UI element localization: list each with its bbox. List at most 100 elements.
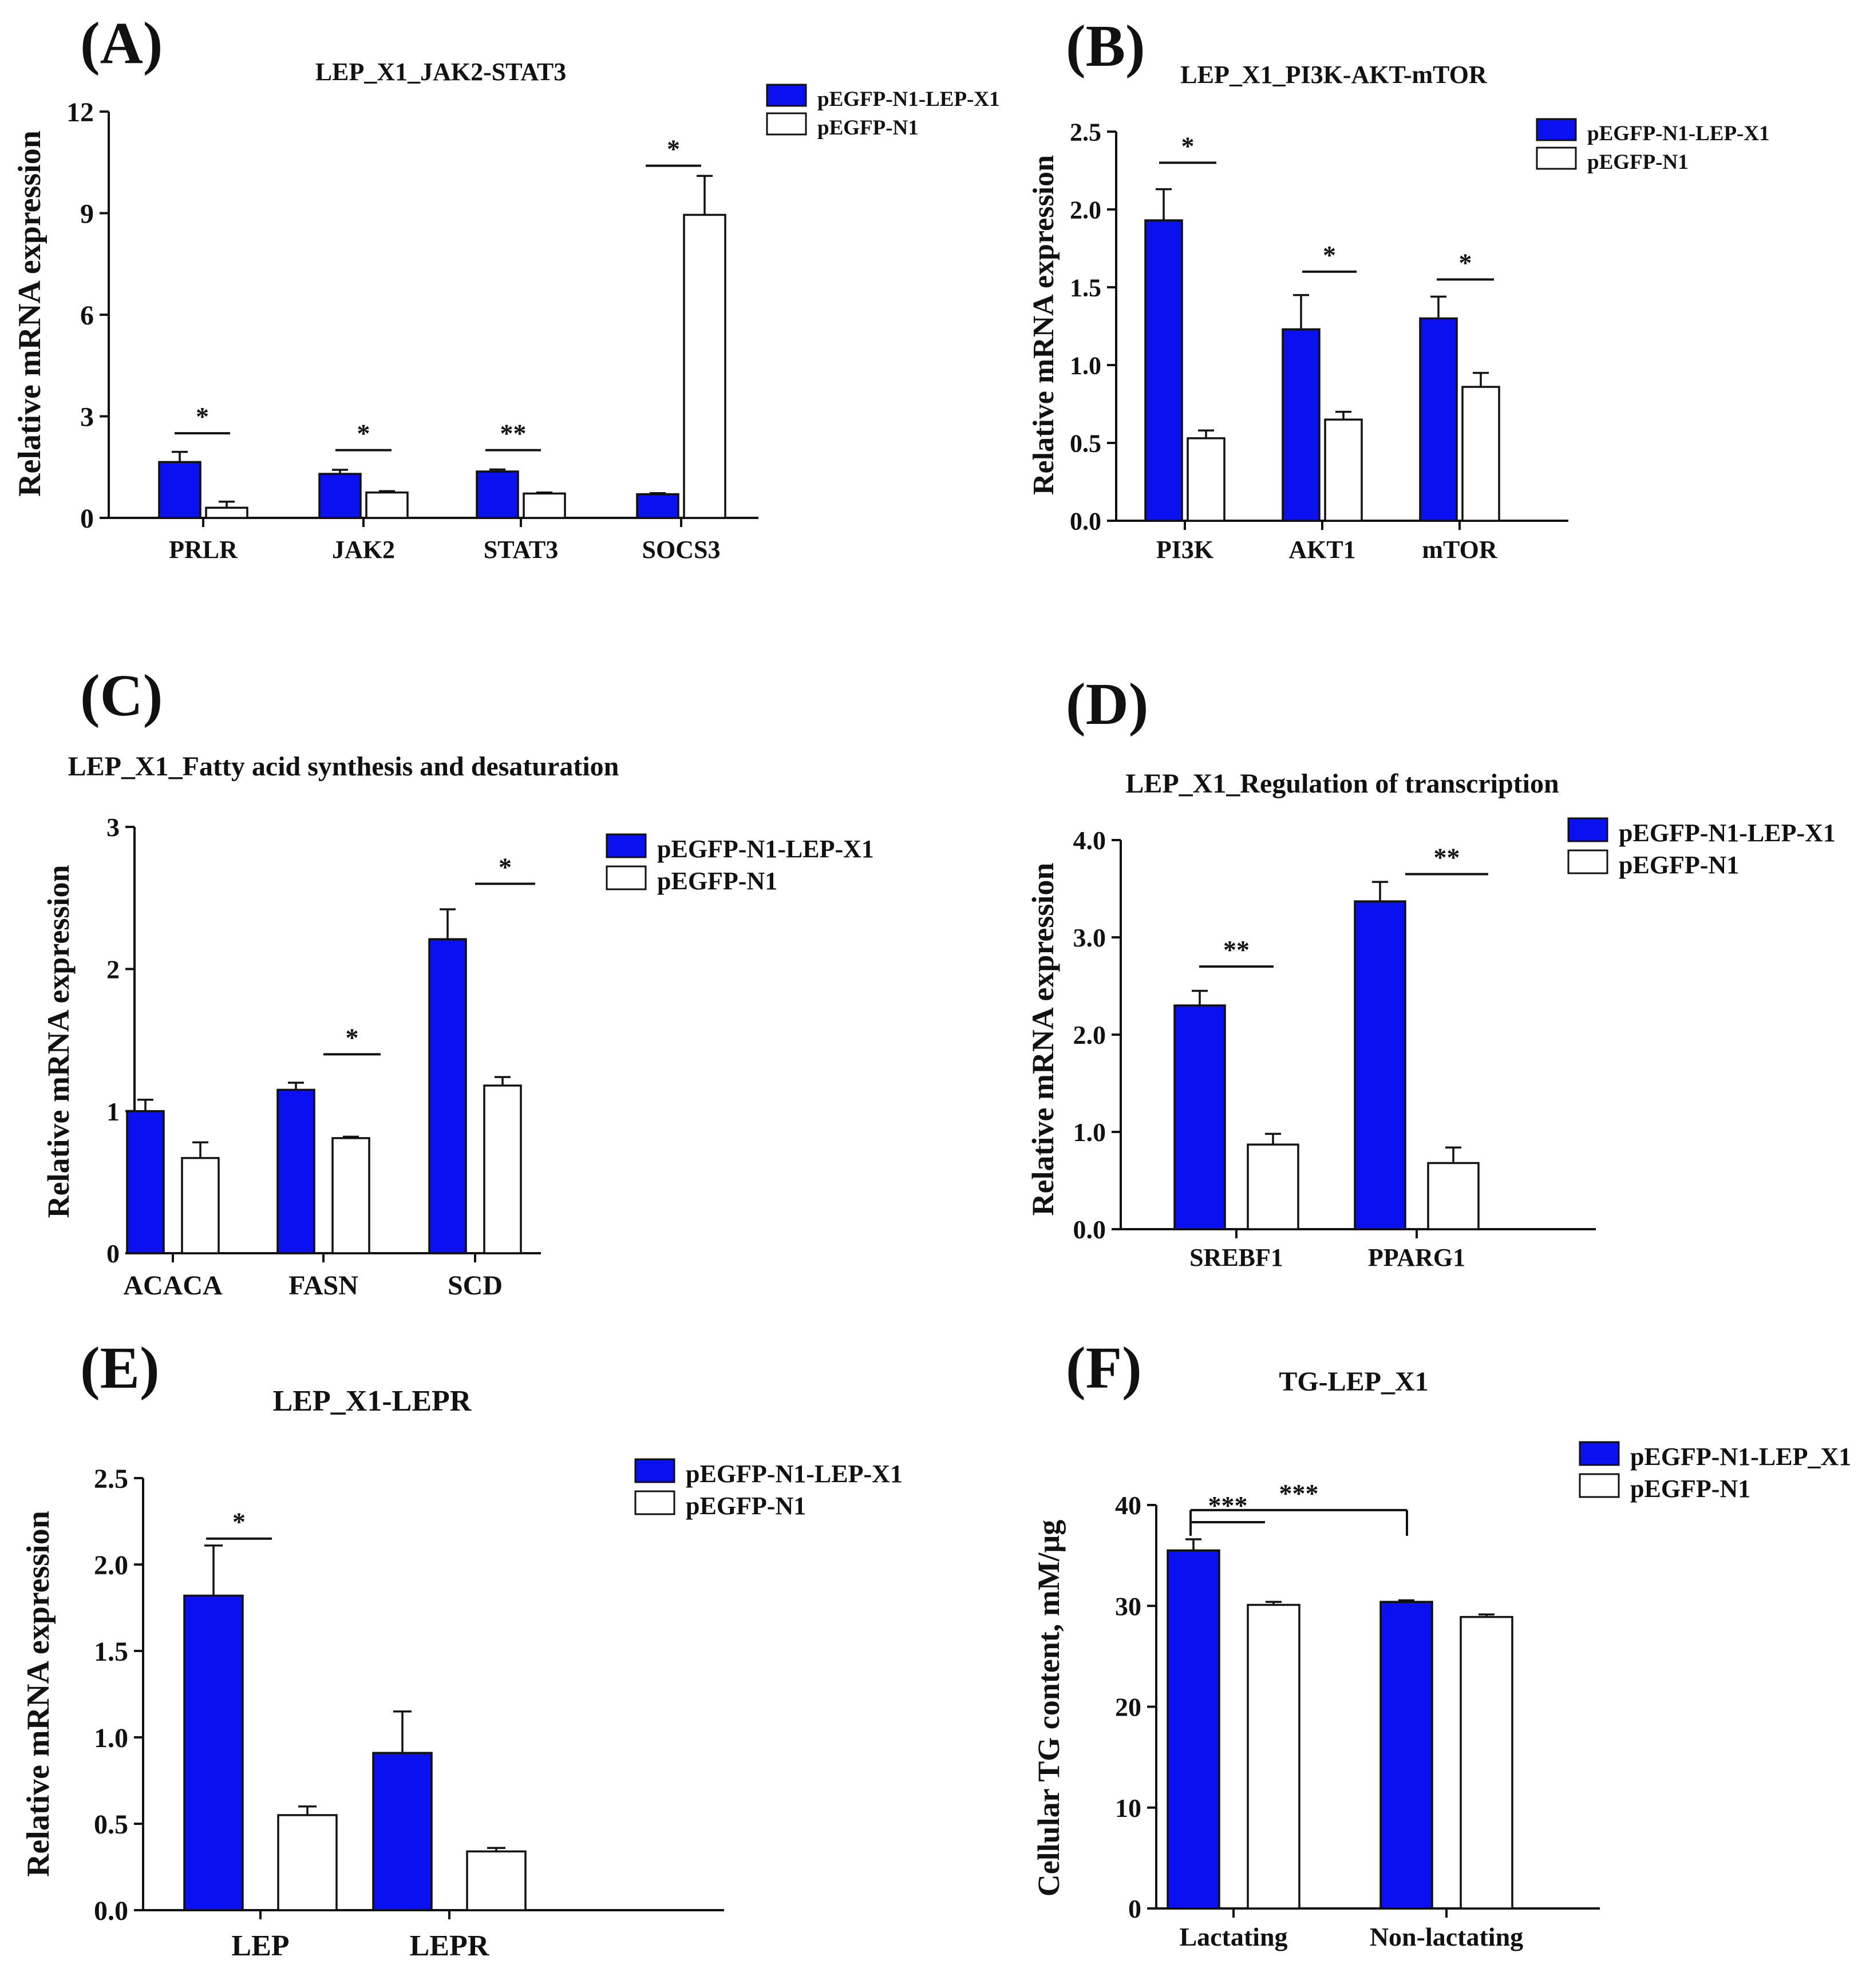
legend-swatch-control — [766, 112, 807, 136]
bar-control-scd — [483, 1084, 522, 1254]
y-tick-label: 1.0 — [94, 1723, 128, 1753]
bar-control-mtor — [1461, 386, 1500, 522]
panel-f: (F) TG-LEP_X1 0 10 20 30 40 Cellular TG content… — [1031, 1335, 1851, 1951]
y-tick-label: 0.0 — [1070, 507, 1101, 535]
y-axis-label: Relative mRNA expression — [1026, 863, 1060, 1216]
significance-marker: * — [357, 419, 370, 448]
bar-treatment-acaca — [126, 1110, 165, 1254]
bar-treatment-pi3k — [1144, 219, 1183, 522]
legend-swatch-treatment — [766, 84, 807, 107]
significance-marker: *** — [1279, 1479, 1319, 1508]
bar-treatment-non-lactating — [1379, 1601, 1433, 1910]
y-axis-label: Relative mRNA expression — [1027, 155, 1060, 495]
x-tick-label: SOCS3 — [642, 536, 721, 564]
x-tick-label: STAT3 — [484, 536, 558, 564]
x-tick-label: Non-lactating — [1370, 1922, 1523, 1951]
y-axis-label: Relative mRNA expression — [41, 865, 76, 1218]
chart-title: LEP_X1_Regulation of transcription — [1125, 769, 1559, 799]
bar-treatment-socs3 — [636, 493, 679, 519]
significance-marker: * — [667, 134, 680, 164]
panel-label-d: (D) — [1066, 671, 1148, 737]
bar-control-jak2 — [365, 491, 409, 519]
bar-control-akt1 — [1324, 418, 1363, 522]
significance-marker: *** — [1208, 1491, 1248, 1520]
panel-label-e: (E) — [80, 1335, 160, 1401]
legend-swatch-control — [1536, 146, 1577, 170]
chart-title: LEP_X1_JAK2-STAT3 — [315, 58, 566, 86]
x-tick-label: mTOR — [1422, 536, 1497, 564]
bar-control-srebf1 — [1247, 1143, 1299, 1230]
legend-swatch-treatment — [634, 1458, 675, 1483]
bar-treatment-lactating — [1167, 1549, 1220, 1910]
y-tick-label: 12 — [66, 97, 94, 128]
chart-title: LEP_X1_PI3K-AKT-mTOR — [1180, 61, 1488, 89]
y-tick-label: 40 — [1115, 1491, 1141, 1520]
y-tick-label: 3 — [106, 813, 120, 842]
y-tick-label: 3.0 — [1073, 923, 1106, 952]
y-tick-label: 1.5 — [1070, 274, 1101, 302]
panel-label-c: (C) — [80, 663, 163, 728]
bar-treatment-akt1 — [1282, 328, 1321, 522]
bar-control-pi3k — [1187, 437, 1226, 522]
panel-e: (E) LEP_X1-LEPR 0.0 0.5 1.0 1.5 2.0 2.5 Relative… — [21, 1335, 903, 1962]
legend-label-treatment: pEGFP-N1-LEP-X1 — [1619, 819, 1836, 847]
y-tick-label: 1.5 — [94, 1637, 128, 1667]
legend-swatch-control — [634, 1490, 675, 1515]
bar-treatment-pparg1 — [1354, 900, 1406, 1230]
y-tick-label: 30 — [1115, 1591, 1141, 1621]
bar-treatment-srebf1 — [1173, 1004, 1226, 1230]
y-tick-label: 2.0 — [1073, 1020, 1106, 1050]
bar-control-lep — [277, 1814, 338, 1911]
panel-b: (B) LEP_X1_PI3K-AKT-mTOR 0.0 0.5 1.0 1.5 2.0 2.… — [1027, 13, 1770, 564]
legend-label-treatment: pEGFP-N1-LEP-X1 — [817, 88, 1000, 111]
panel-label-f: (F) — [1066, 1335, 1142, 1401]
x-tick-label: SCD — [448, 1270, 503, 1301]
legend-swatch-treatment — [606, 833, 647, 858]
legend-swatch-control — [1567, 849, 1608, 874]
y-axis-label: Relative mRNA expression — [12, 130, 48, 497]
legend-label-control: pEGFP-N1 — [686, 1492, 806, 1520]
y-tick-label: 2.5 — [94, 1464, 128, 1494]
legend-label-treatment: pEGFP-N1-LEP-X1 — [657, 835, 874, 863]
y-tick-label: 20 — [1115, 1693, 1141, 1722]
y-tick-label: 2 — [106, 955, 120, 984]
bar-control-prlr — [205, 506, 248, 519]
x-tick-label: Lactating — [1179, 1922, 1287, 1951]
bar-control-lepr — [466, 1850, 527, 1911]
y-axis-label: Cellular TG content, mM/μg — [1031, 1520, 1066, 1897]
y-tick-label: 0 — [80, 504, 94, 534]
x-tick-label: FASN — [288, 1270, 358, 1301]
bar-control-fasn — [331, 1137, 370, 1254]
y-tick-label: 1 — [106, 1097, 120, 1126]
bar-control-lactating — [1247, 1603, 1300, 1910]
y-tick-label: 9 — [80, 199, 94, 229]
x-tick-label: PRLR — [169, 536, 238, 564]
y-tick-label: 2.5 — [1070, 118, 1101, 146]
x-tick-label: PI3K — [1156, 536, 1213, 564]
y-tick-label: 0.5 — [94, 1809, 128, 1840]
significance-marker: * — [1459, 248, 1472, 277]
y-tick-label: 2.0 — [1070, 196, 1101, 224]
significance-marker: ** — [500, 419, 527, 448]
y-tick-label: 3 — [80, 402, 94, 432]
legend-label-treatment: pEGFP-N1-LEP-X1 — [1587, 122, 1770, 145]
x-tick-label: ACACA — [123, 1270, 223, 1301]
legend-swatch-control — [606, 865, 647, 890]
y-tick-label: 10 — [1115, 1793, 1141, 1823]
y-tick-label: 2.0 — [94, 1550, 128, 1581]
legend-label-control: pEGFP-N1 — [817, 116, 919, 140]
legend-label-treatment: pEGFP-N1-LEP-X1 — [686, 1460, 903, 1488]
x-tick-label: SREBF1 — [1189, 1244, 1283, 1272]
bar-treatment-lep — [183, 1594, 244, 1911]
significance-marker: * — [346, 1023, 359, 1052]
legend-swatch-control — [1579, 1473, 1620, 1498]
bar-treatment-scd — [428, 938, 467, 1254]
y-tick-label: 1.0 — [1070, 351, 1101, 379]
chart-title: LEP_X1_Fatty acid synthesis and desatura… — [68, 751, 619, 782]
significance-marker: * — [232, 1507, 246, 1536]
legend-swatch-treatment — [1536, 118, 1577, 141]
significance-marker: * — [1323, 240, 1336, 270]
panel-c: (C) LEP_X1_Fatty acid synthesis and desat… — [41, 663, 874, 1301]
bar-control-non-lactating — [1460, 1615, 1513, 1910]
